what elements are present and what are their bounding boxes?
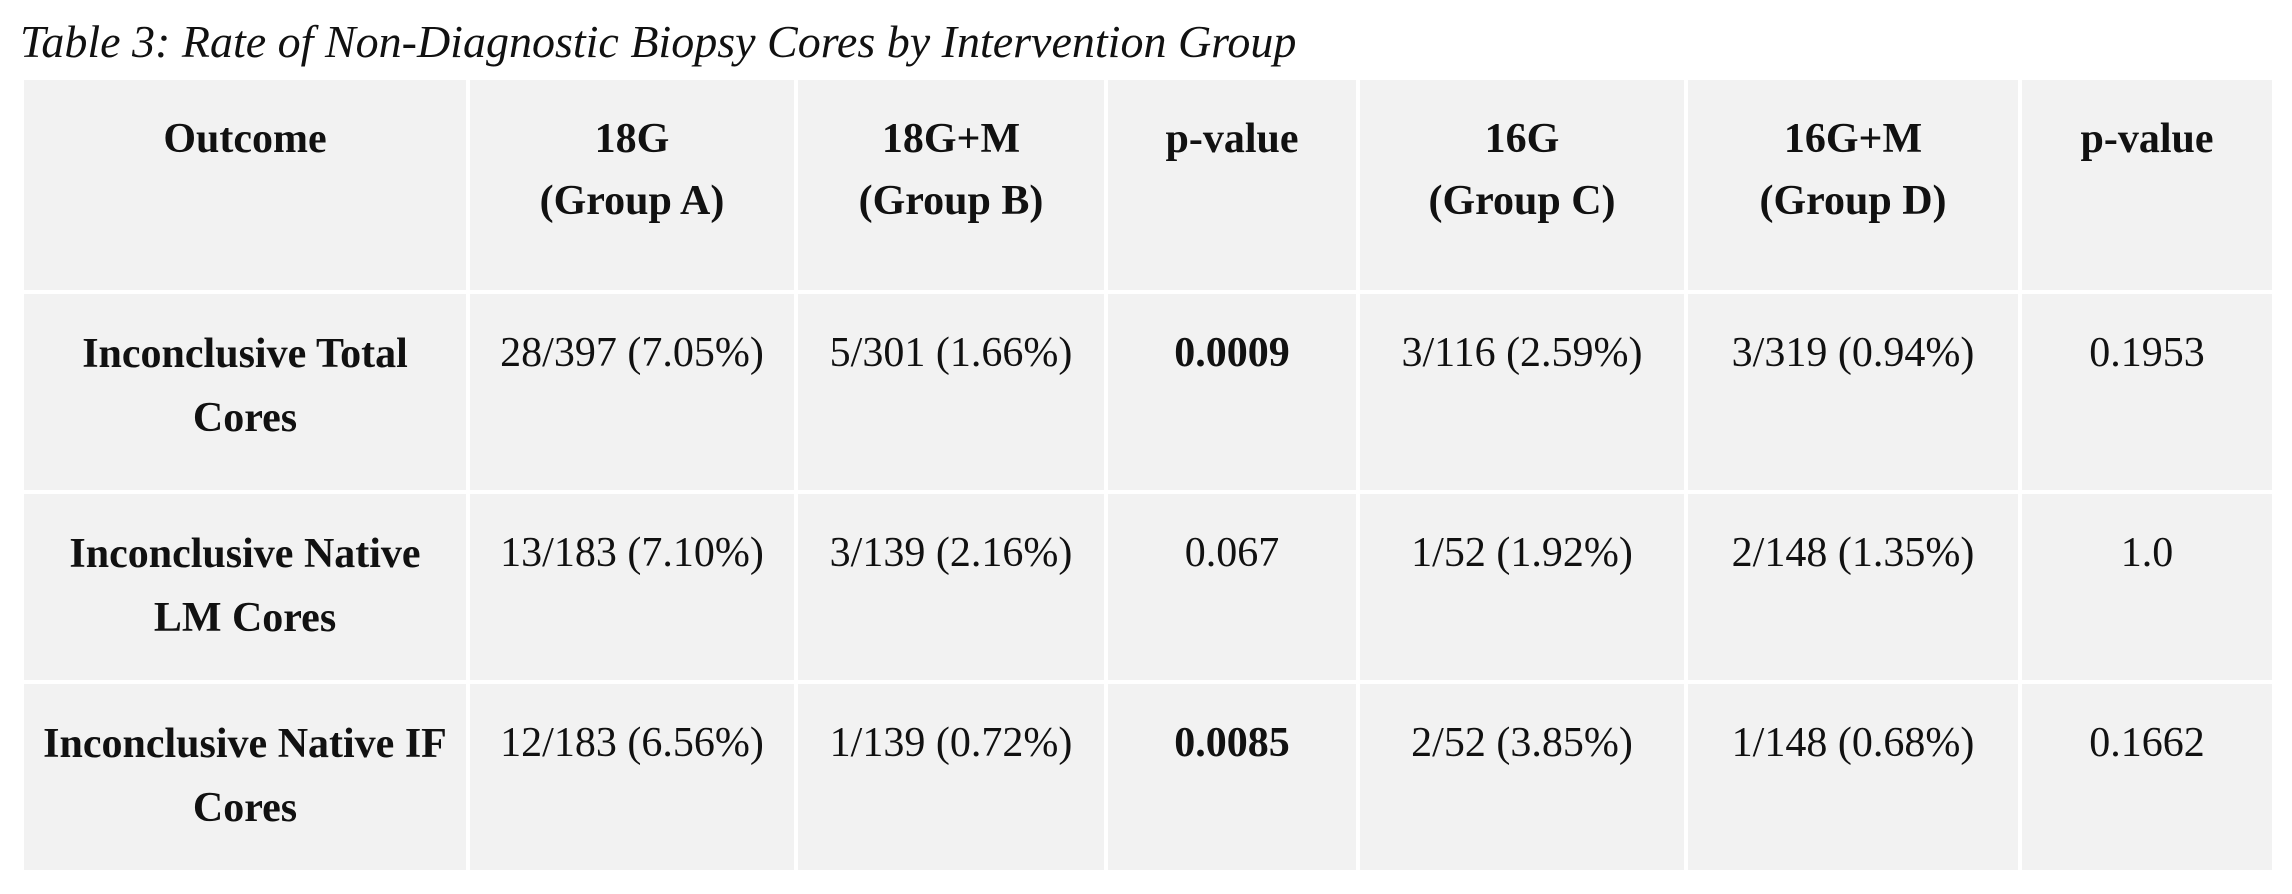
column-header-group-b: 18G+M (Group B) (798, 80, 1104, 290)
column-header-group-a: 18G (Group A) (470, 80, 794, 290)
column-header-group-c: 16G (Group C) (1360, 80, 1684, 290)
results-table: Outcome 18G (Group A) 18G+M (Group B) p-… (20, 76, 2276, 874)
cell-p-value-cd: 0.1662 (2022, 684, 2272, 870)
row-label: Inconclusive Native LM Cores (24, 494, 466, 680)
cell-group-d: 3/319 (0.94%) (1688, 294, 2018, 490)
cell-group-a: 28/397 (7.05%) (470, 294, 794, 490)
cell-group-d: 2/148 (1.35%) (1688, 494, 2018, 680)
cell-p-value-ab: 0.067 (1108, 494, 1356, 680)
column-header-p-value-ab: p-value (1108, 80, 1356, 290)
cell-p-value-ab: 0.0085 (1108, 684, 1356, 870)
cell-group-a: 13/183 (7.10%) (470, 494, 794, 680)
cell-group-c: 3/116 (2.59%) (1360, 294, 1684, 490)
cell-p-value-cd: 0.1953 (2022, 294, 2272, 490)
column-header-p-value-cd: p-value (2022, 80, 2272, 290)
column-header-group-d: 16G+M (Group D) (1688, 80, 2018, 290)
cell-group-c: 2/52 (3.85%) (1360, 684, 1684, 870)
cell-group-b: 5/301 (1.66%) (798, 294, 1104, 490)
cell-p-value-ab: 0.0009 (1108, 294, 1356, 490)
cell-group-b: 1/139 (0.72%) (798, 684, 1104, 870)
cell-p-value-cd: 1.0 (2022, 494, 2272, 680)
cell-group-b: 3/139 (2.16%) (798, 494, 1104, 680)
cell-group-d: 1/148 (0.68%) (1688, 684, 2018, 870)
table-caption: Table 3: Rate of Non-Diagnostic Biopsy C… (20, 16, 1297, 67)
table-row: Inconclusive Native LM Cores 13/183 (7.1… (24, 494, 2272, 680)
cell-group-c: 1/52 (1.92%) (1360, 494, 1684, 680)
table-row: Inconclusive Total Cores 28/397 (7.05%) … (24, 294, 2272, 490)
table-row: Inconclusive Native IF Cores 12/183 (6.5… (24, 684, 2272, 870)
cell-group-a: 12/183 (6.56%) (470, 684, 794, 870)
row-label: Inconclusive Total Cores (24, 294, 466, 490)
column-header-outcome: Outcome (24, 80, 466, 290)
header-row: Outcome 18G (Group A) 18G+M (Group B) p-… (24, 80, 2272, 290)
row-label: Inconclusive Native IF Cores (24, 684, 466, 870)
